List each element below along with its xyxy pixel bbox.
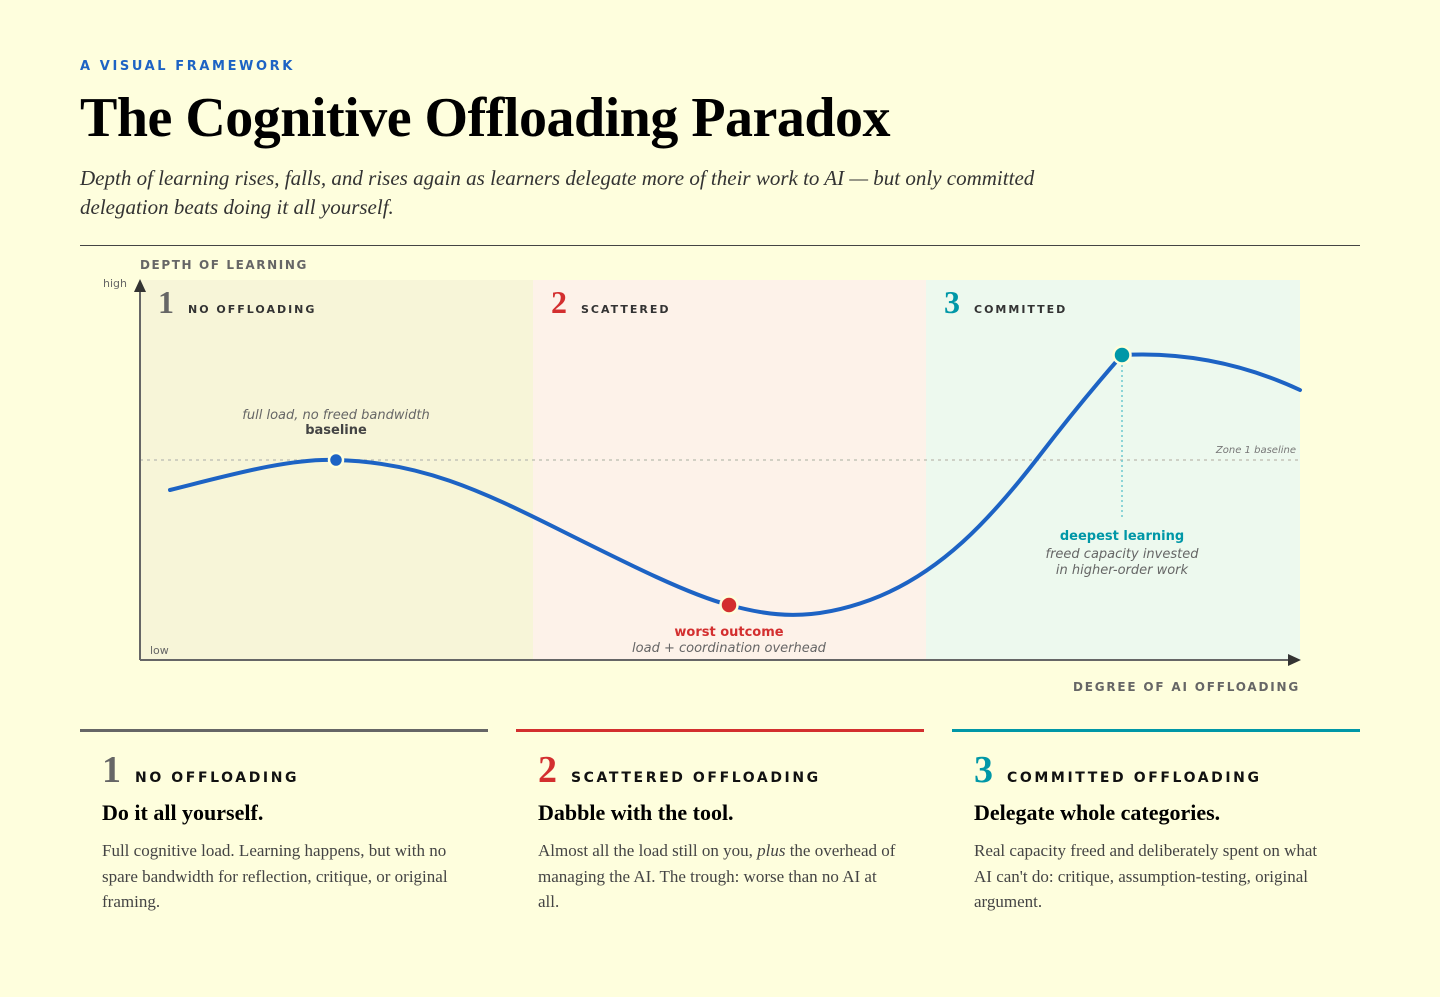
- card-body-pre: Almost all the load still on you,: [538, 841, 758, 860]
- divider: [80, 245, 1360, 246]
- deepest-learning-note-2: in higher-order work: [1055, 563, 1189, 578]
- zone-3-bg: [926, 280, 1300, 660]
- card-title: Delegate whole categories.: [974, 800, 1221, 825]
- zone-1-header: 1 NO OFFLOADING: [158, 286, 316, 318]
- page-title: The Cognitive Offloading Paradox: [80, 87, 891, 149]
- card-title: Do it all yourself.: [102, 800, 264, 825]
- zone-cards: 1 NO OFFLOADING Do it all yourself. Full…: [80, 729, 1360, 915]
- card-scattered-offloading: 2 SCATTERED OFFLOADING Dabble with the t…: [516, 729, 924, 915]
- zone-1-number: 1: [158, 284, 174, 320]
- card-number: 2: [538, 749, 557, 791]
- worst-outcome-label: worst outcome: [674, 625, 784, 640]
- deepest-learning-marker: [1112, 345, 1132, 365]
- card-body: Real capacity freed and deliberately spe…: [974, 841, 1318, 911]
- card-body: Almost all the load still on you, plus t…: [538, 838, 898, 915]
- worst-outcome-marker: [719, 595, 739, 615]
- zone-2-name: SCATTERED: [581, 303, 671, 316]
- zone-3-number: 3: [944, 284, 960, 320]
- card-body: Full cognitive load. Learning happens, b…: [102, 841, 448, 911]
- zone-3-header: 3 COMMITTED: [944, 286, 1067, 318]
- reference-line-label: Zone 1 baseline: [1215, 445, 1296, 456]
- card-no-offloading: 1 NO OFFLOADING Do it all yourself. Full…: [80, 729, 488, 915]
- y-axis-arrow-icon: [134, 279, 146, 292]
- card-header: 2 SCATTERED OFFLOADING: [538, 750, 902, 790]
- card-header: 3 COMMITTED OFFLOADING: [974, 750, 1338, 790]
- card-committed-offloading: 3 COMMITTED OFFLOADING Delegate whole ca…: [952, 729, 1360, 915]
- eyebrow: A VISUAL FRAMEWORK: [80, 59, 295, 74]
- zone-2-header: 2 SCATTERED: [551, 286, 671, 318]
- worst-outcome-note: load + coordination overhead: [632, 641, 826, 656]
- zone-1-name: NO OFFLOADING: [188, 303, 317, 316]
- zone-3-name: COMMITTED: [974, 303, 1068, 316]
- card-name: SCATTERED OFFLOADING: [571, 770, 821, 786]
- card-body-emphasis: plus: [757, 841, 786, 860]
- card-body-post: the overhead of managing the AI. The tro…: [538, 841, 896, 911]
- deepest-learning-label: deepest learning: [1059, 529, 1185, 544]
- learning-curve: [168, 352, 1302, 617]
- subtitle: Depth of learning rises, falls, and rise…: [80, 166, 1035, 219]
- y-tick-low: low: [150, 644, 169, 657]
- baseline-note: full load, no freed bandwidth: [242, 408, 430, 423]
- y-axis-label: DEPTH OF LEARNING: [140, 258, 308, 270]
- card-number: 1: [102, 749, 121, 791]
- y-tick-high: high: [103, 277, 127, 290]
- card-name: NO OFFLOADING: [135, 770, 300, 786]
- baseline-marker: [327, 451, 345, 469]
- x-axis-arrow-icon: [1288, 654, 1301, 666]
- card-title: Dabble with the tool.: [538, 800, 734, 825]
- zone-1-bg: [140, 280, 533, 660]
- card-number: 3: [974, 749, 993, 791]
- zone-2-number: 2: [551, 284, 567, 320]
- card-name: COMMITTED OFFLOADING: [1007, 770, 1262, 786]
- baseline-label: baseline: [305, 423, 367, 438]
- deepest-learning-note-1: freed capacity invested: [1045, 547, 1199, 562]
- card-header: 1 NO OFFLOADING: [102, 750, 466, 790]
- x-axis-label: DEGREE OF AI OFFLOADING: [1072, 680, 1300, 694]
